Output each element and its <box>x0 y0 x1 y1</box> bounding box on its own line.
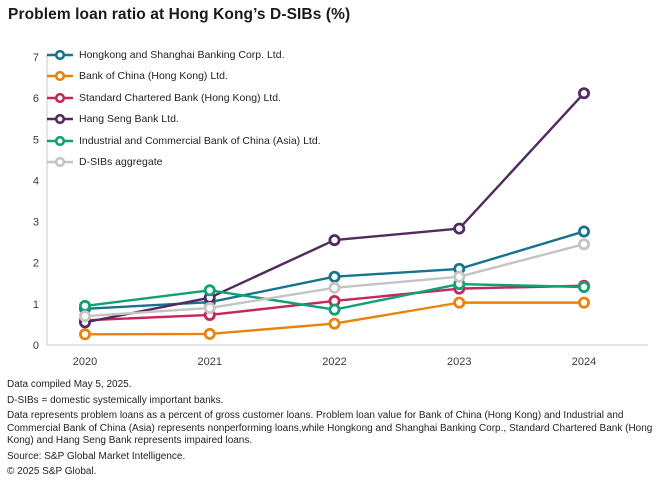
data-point-icbc <box>328 303 341 316</box>
data-point-aggregate <box>79 310 92 323</box>
data-point-aggregate <box>328 281 341 294</box>
data-point-boc <box>453 296 466 309</box>
chart-title: Problem loan ratio at Hong Kong’s D-SIBs… <box>8 6 351 23</box>
footnotes: Data compiled May 5, 2025. D-SIBs = dome… <box>7 379 657 482</box>
legend-item-hsbc: Hongkong and Shanghai Banking Corp. Ltd. <box>46 44 321 66</box>
y-tick-label: 4 <box>33 175 39 187</box>
footnote-compiled: Data compiled May 5, 2025. <box>7 379 132 390</box>
data-point-aggregate <box>453 270 466 283</box>
footnote-dsib-def: D-SIBs = domestic systemically important… <box>7 394 224 406</box>
x-tick-label: 2024 <box>572 356 596 368</box>
footnote-source: Source: S&P Global Market Intelligence. <box>7 450 186 462</box>
data-point-hang-seng <box>453 222 466 235</box>
legend-item-aggregate: D-SIBs aggregate <box>46 152 321 174</box>
legend-item-icbc: Industrial and Commercial Bank of China … <box>46 130 321 152</box>
data-point-boc <box>578 296 591 309</box>
data-point-aggregate <box>203 301 216 314</box>
legend-marker-icon <box>47 92 73 103</box>
legend-marker-icon <box>47 157 73 168</box>
x-tick-label: 2023 <box>447 356 471 368</box>
legend-label: Bank of China (Hong Kong) Ltd. <box>79 70 228 83</box>
x-tick-label: 2020 <box>73 356 97 368</box>
y-tick-label: 1 <box>33 299 39 311</box>
y-tick-label: 7 <box>33 52 39 64</box>
data-point-icbc <box>203 284 216 297</box>
data-point-icbc <box>578 280 591 293</box>
legend-item-boc: Bank of China (Hong Kong) Ltd. <box>46 66 321 88</box>
line-chart: 0 1 2 3 4 5 6 7 2020 2021 2022 2023 2024 <box>33 52 648 368</box>
data-point-boc <box>328 317 341 330</box>
data-point-hsbc <box>328 270 341 283</box>
legend-label: D-SIBs aggregate <box>79 156 163 169</box>
y-tick-label: 2 <box>33 258 39 270</box>
y-tick-label: 3 <box>33 217 39 229</box>
data-point-hang-seng <box>328 234 341 247</box>
data-point-hsbc <box>578 225 591 238</box>
footnote-methodology: Data represents problem loans as a perce… <box>7 410 653 446</box>
legend-label: Hang Seng Bank Ltd. <box>79 113 179 126</box>
x-tick-label: 2022 <box>322 356 346 368</box>
data-point-aggregate <box>578 238 591 251</box>
footnote-copyright: © 2025 S&P Global. <box>7 466 97 477</box>
legend-marker-icon <box>47 135 73 146</box>
legend-label: Standard Chartered Bank (Hong Kong) Ltd. <box>79 91 281 104</box>
data-point-icbc <box>79 299 92 312</box>
y-tick-label: 6 <box>33 93 39 105</box>
chart-legend: Hongkong and Shanghai Banking Corp. Ltd.… <box>46 44 321 173</box>
legend-marker-icon <box>47 114 73 125</box>
data-point-boc <box>203 327 216 340</box>
legend-marker-icon <box>47 49 73 60</box>
legend-label: Industrial and Commercial Bank of China … <box>79 134 321 147</box>
legend-item-hang-seng: Hang Seng Bank Ltd. <box>46 109 321 131</box>
data-point-boc <box>79 328 92 341</box>
data-point-hang-seng <box>578 87 591 100</box>
x-tick-label: 2021 <box>198 356 222 368</box>
legend-label: Hongkong and Shanghai Banking Corp. Ltd. <box>79 48 285 61</box>
y-tick-label: 5 <box>33 134 39 146</box>
y-tick-label: 0 <box>33 340 39 352</box>
legend-item-scb: Standard Chartered Bank (Hong Kong) Ltd. <box>46 87 321 109</box>
legend-marker-icon <box>47 71 73 82</box>
plot-area: 0 1 2 3 4 5 6 7 2020 2021 2022 2023 2024 <box>0 40 660 378</box>
